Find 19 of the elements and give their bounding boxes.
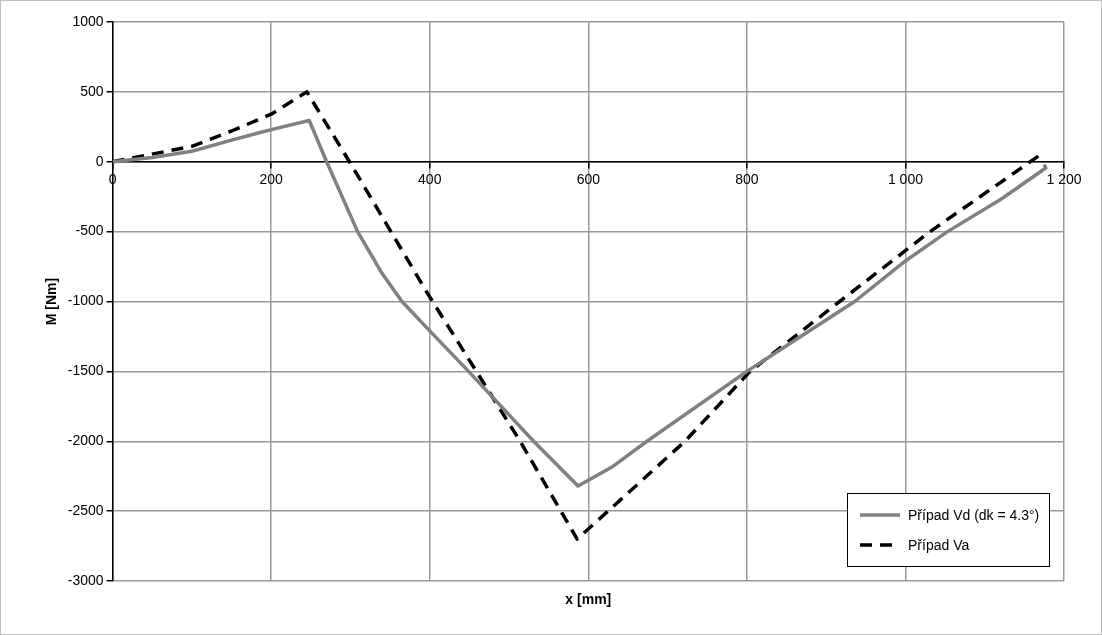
y-tick-label: 1000 xyxy=(72,12,104,29)
y-tick-label: -3000 xyxy=(67,571,104,588)
x-tick-label: 1 200 xyxy=(1046,171,1082,188)
y-tick-label: -1000 xyxy=(67,292,104,309)
y-tick-label: -1500 xyxy=(67,362,104,379)
x-tick-label: 600 xyxy=(576,171,601,188)
y-tick-label: 0 xyxy=(95,152,104,169)
x-tick-label: 400 xyxy=(418,171,442,188)
y-tick-label: 500 xyxy=(80,82,104,99)
y-tick-label: -2000 xyxy=(67,432,104,449)
y-axis-title: M [Nm] xyxy=(43,277,60,326)
legend-label: Případ Vd (dk = 4.3°) xyxy=(908,507,1040,523)
y-tick-label: -500 xyxy=(75,222,104,239)
x-axis-title: x [mm] xyxy=(565,590,612,607)
legend-label: Případ Va xyxy=(908,537,970,553)
x-tick-label: 200 xyxy=(259,171,284,188)
y-tick-label: -2500 xyxy=(67,501,104,518)
x-tick-label: 1 000 xyxy=(887,171,924,188)
x-tick-label: 800 xyxy=(735,171,759,188)
